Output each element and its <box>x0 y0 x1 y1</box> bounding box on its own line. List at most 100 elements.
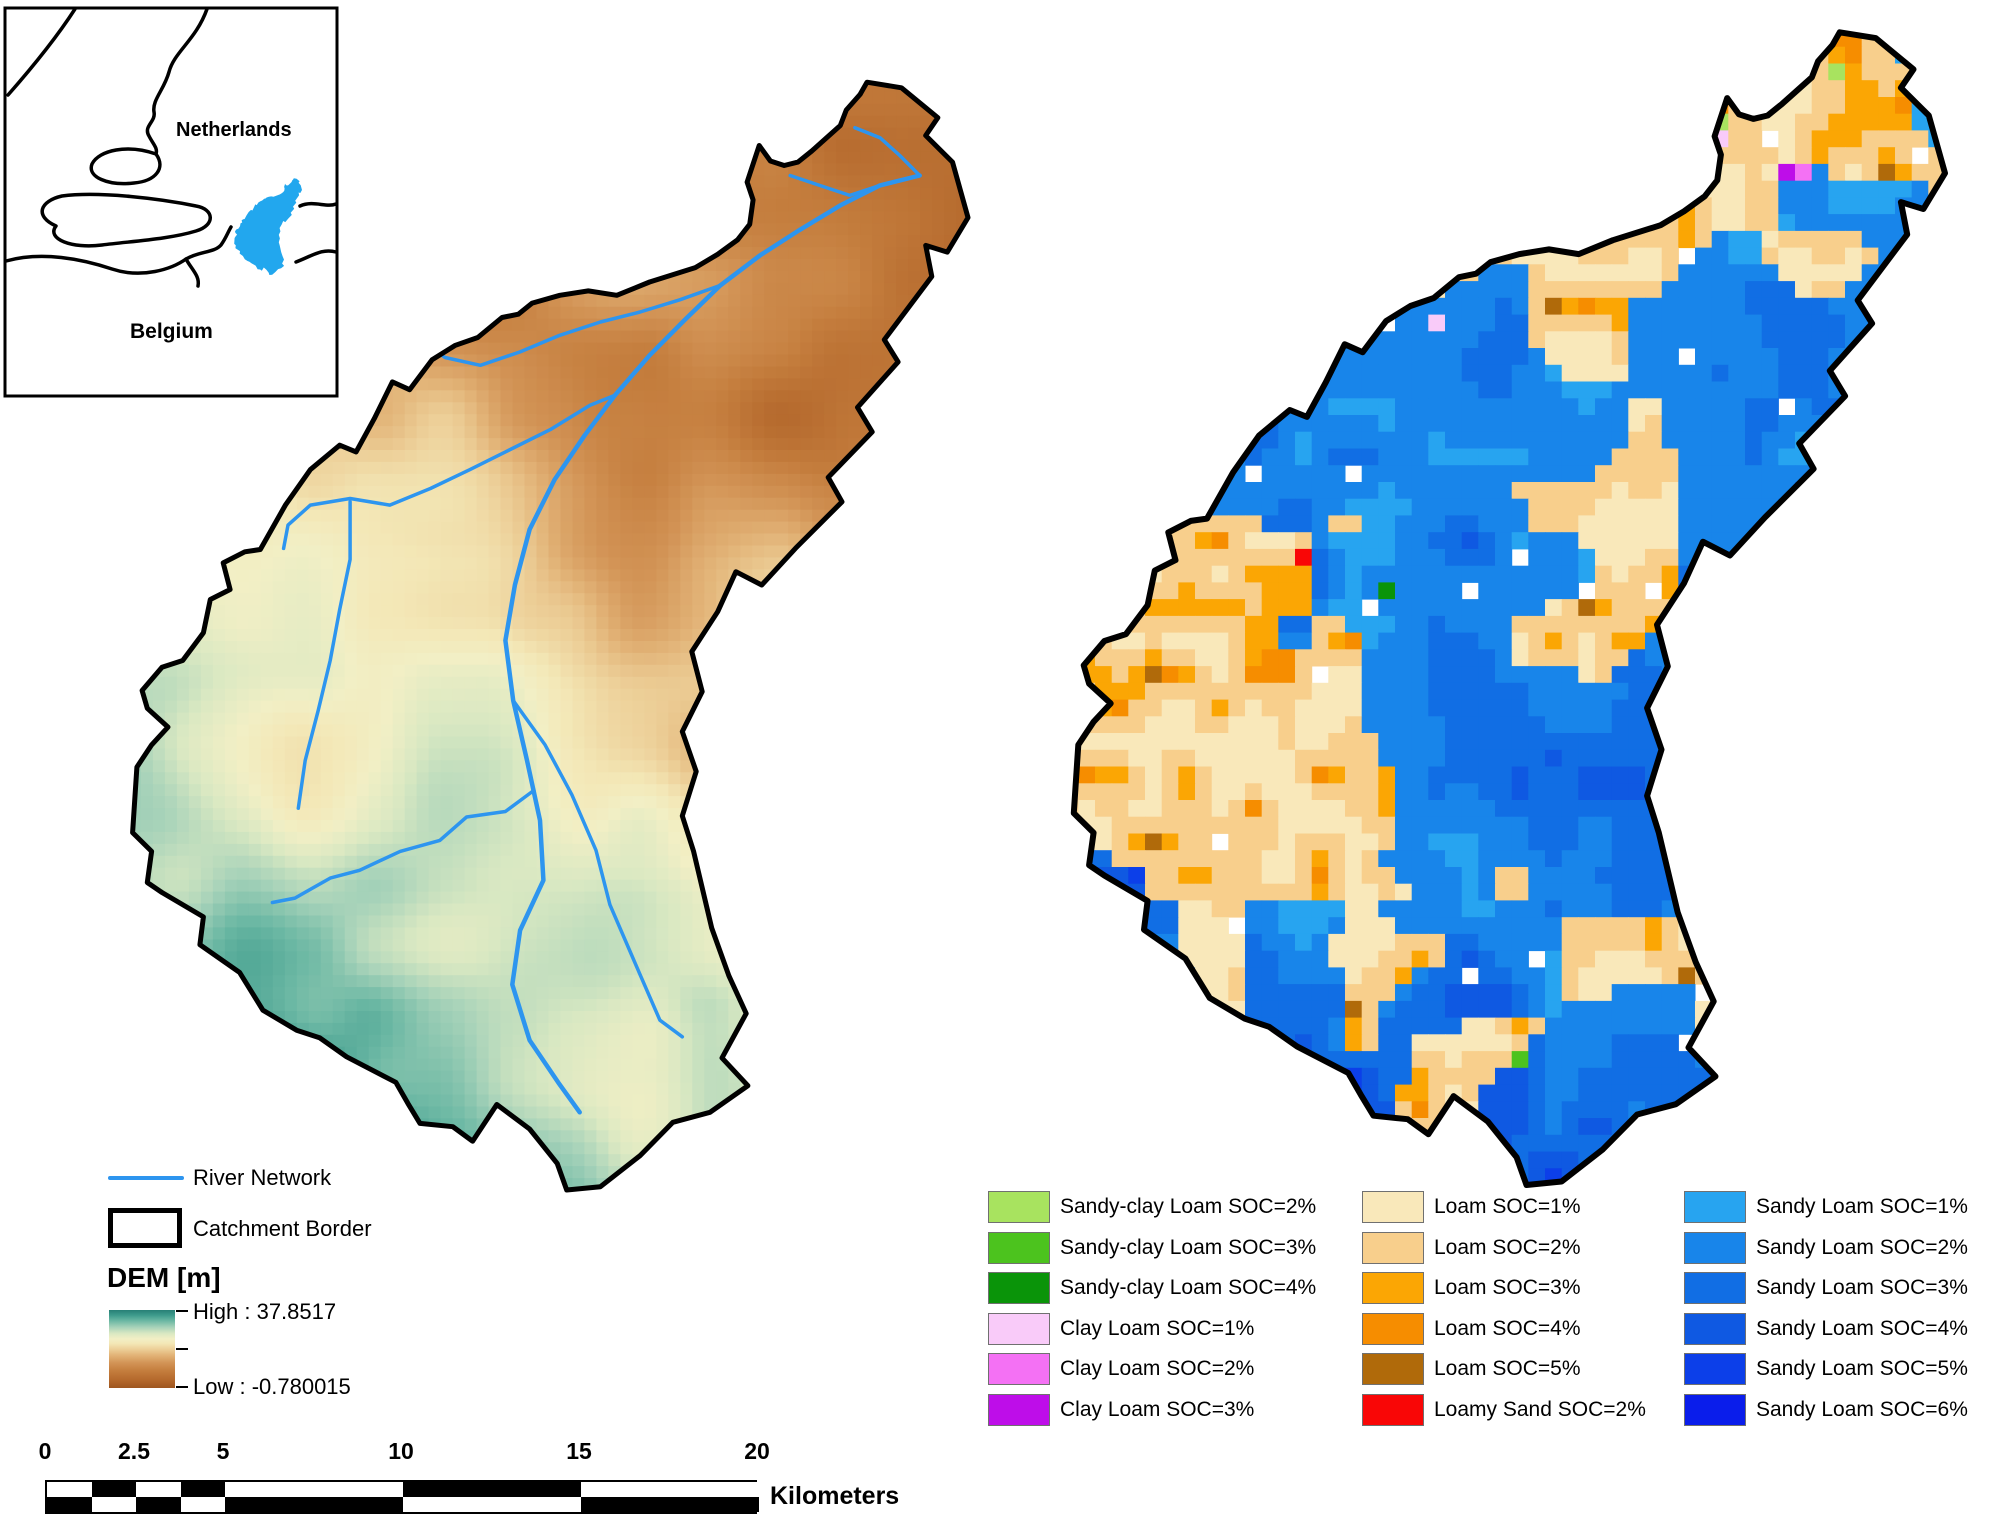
scale-bar-segment <box>91 1497 136 1512</box>
scale-bar-segment <box>581 1497 759 1512</box>
legend-swatch-loam_2 <box>1362 1232 1424 1264</box>
soil-cell-clay_loam_3 <box>1778 163 1796 182</box>
legend-label-sandy_loam_6: Sandy Loam SOC=6% <box>1756 1398 1968 1421</box>
legend-swatch-loamy_sand_2 <box>1362 1394 1424 1426</box>
scale-bar-unit-label: Kilometers <box>770 1482 900 1510</box>
soil-cell-loamy_sand_2 <box>1295 548 1313 567</box>
river-line <box>511 698 685 1039</box>
dem-high-label: High : 37.8517 <box>193 1299 337 1324</box>
legend-label-loamy_sand_2: Loamy Sand SOC=2% <box>1434 1398 1646 1421</box>
legend-swatch-loam_1 <box>1362 1191 1424 1223</box>
coast-line <box>4 225 233 275</box>
scale-bar-segment <box>581 1482 759 1497</box>
scale-bar-segment <box>403 1482 581 1497</box>
legend-swatch-sandy_loam_1 <box>1684 1191 1746 1223</box>
legend-label-sandy_loam_3: Sandy Loam SOC=3% <box>1756 1276 1968 1299</box>
river-network-label: River Network <box>193 1165 332 1190</box>
legend-label-sandy_clay_3: Sandy-clay Loam SOC=3% <box>1060 1236 1317 1259</box>
catchment-border-left <box>130 79 971 1193</box>
legend-label-sandy_loam_1: Sandy Loam SOC=1% <box>1756 1195 1968 1218</box>
river-line <box>788 173 882 198</box>
legend-label-loam_2: Loam SOC=2% <box>1434 1236 1581 1259</box>
soil-cell-sandy_clay_4 <box>1378 582 1396 600</box>
coast-line <box>6 7 77 97</box>
legend-label-sandy_clay_2: Sandy-clay Loam SOC=2% <box>1060 1195 1317 1218</box>
coastline-lines <box>4 7 338 288</box>
scale-tick-label: 10 <box>388 1438 414 1464</box>
legend-swatch-sandy_clay_2 <box>988 1191 1050 1223</box>
river-line <box>503 173 922 1115</box>
coast-line <box>294 249 338 264</box>
legend-label-clay_loam_1: Clay Loam SOC=1% <box>1060 1317 1255 1340</box>
legend-swatch-sandy_loam_3 <box>1684 1272 1746 1304</box>
legend-label-sandy_loam_5: Sandy Loam SOC=5% <box>1756 1357 1968 1380</box>
scale-tick-label: 5 <box>216 1438 230 1464</box>
scale-tick-label: 20 <box>744 1438 770 1464</box>
river-line <box>296 500 352 810</box>
scale-bar-segment <box>136 1482 181 1497</box>
coast-line <box>40 192 212 248</box>
legend-swatch-loam_5 <box>1362 1353 1424 1385</box>
inset-catchment-area <box>234 178 302 275</box>
coast-line <box>184 257 201 288</box>
river-line <box>853 125 922 178</box>
legend-swatch-sandy_clay_4 <box>988 1272 1050 1304</box>
scale-bar-segment <box>180 1497 225 1512</box>
legend-label-clay_loam_2: Clay Loam SOC=2% <box>1060 1357 1255 1380</box>
catchment-border-label: Catchment Border <box>193 1216 372 1241</box>
scale-bar-segment <box>91 1482 136 1497</box>
soil-cell-loam_5 <box>1545 297 1563 315</box>
legend-label-sandy_clay_4: Sandy-clay Loam SOC=4% <box>1060 1276 1317 1299</box>
dem-color-ramp <box>109 1310 175 1388</box>
legend-label-loam_4: Loam SOC=4% <box>1434 1317 1581 1340</box>
legend-label-sandy_loam_4: Sandy Loam SOC=4% <box>1756 1317 1968 1340</box>
scale-tick-label: 2.5 <box>118 1438 150 1464</box>
river-network-swatch <box>108 1176 184 1180</box>
soil-cell-clay_loam_1 <box>1428 314 1446 332</box>
soil-cell-sandy_clay_3 <box>1511 1051 1529 1069</box>
legend-swatch-clay_loam_2 <box>988 1353 1050 1385</box>
dem-ramp-tick <box>176 1348 188 1350</box>
legend-swatch-clay_loam_1 <box>988 1313 1050 1345</box>
river-network <box>270 125 922 1115</box>
soil-cell-sandy_clay_2 <box>1828 63 1846 81</box>
river-line <box>270 788 536 905</box>
inset-locator-map: Netherlands Belgium <box>3 6 339 398</box>
scale-bar-segment <box>403 1497 581 1512</box>
legend-swatch-sandy_loam_5 <box>1684 1353 1746 1385</box>
dem-ramp-tick <box>176 1310 188 1312</box>
scale-bar-segment <box>225 1497 403 1512</box>
scale-bar-graphic <box>45 1480 759 1514</box>
legend-swatch-sandy_loam_4 <box>1684 1313 1746 1345</box>
dem-legend-title: DEM [m] <box>107 1262 221 1293</box>
inset-country-top-label: Netherlands <box>176 119 292 141</box>
legend-label-loam_5: Loam SOC=5% <box>1434 1357 1581 1380</box>
coast-line <box>145 7 209 156</box>
legend-swatch-sandy_loam_2 <box>1684 1232 1746 1264</box>
scale-tick-label: 0 <box>38 1438 52 1464</box>
coast-line <box>298 201 338 208</box>
scale-bar-segment <box>136 1497 181 1512</box>
scale-tick-label: 15 <box>566 1438 592 1464</box>
scale-bar-segment <box>180 1482 225 1497</box>
catchment-border-swatch <box>108 1208 182 1248</box>
legend-swatch-loam_3 <box>1362 1272 1424 1304</box>
legend-swatch-clay_loam_3 <box>988 1394 1050 1426</box>
scale-bar-segment <box>225 1482 403 1497</box>
legend-swatch-loam_4 <box>1362 1313 1424 1345</box>
river-line <box>281 393 617 551</box>
legend-label-loam_1: Loam SOC=1% <box>1434 1195 1581 1218</box>
legend-label-clay_loam_3: Clay Loam SOC=3% <box>1060 1398 1255 1421</box>
legend-label-sandy_loam_2: Sandy Loam SOC=2% <box>1756 1236 1968 1259</box>
scale-bar-segment <box>47 1482 92 1497</box>
legend-swatch-sandy_clay_3 <box>988 1232 1050 1264</box>
inset-country-bottom-label: Belgium <box>130 320 213 343</box>
catchment-border-right <box>1070 29 1948 1188</box>
soil-raster <box>1073 32 1945 1185</box>
scale-bar-segment <box>47 1497 92 1512</box>
coast-line <box>89 147 162 186</box>
legend-swatch-sandy_loam_6 <box>1684 1394 1746 1426</box>
soil-cell-clay_loam_2 <box>1795 163 1813 182</box>
